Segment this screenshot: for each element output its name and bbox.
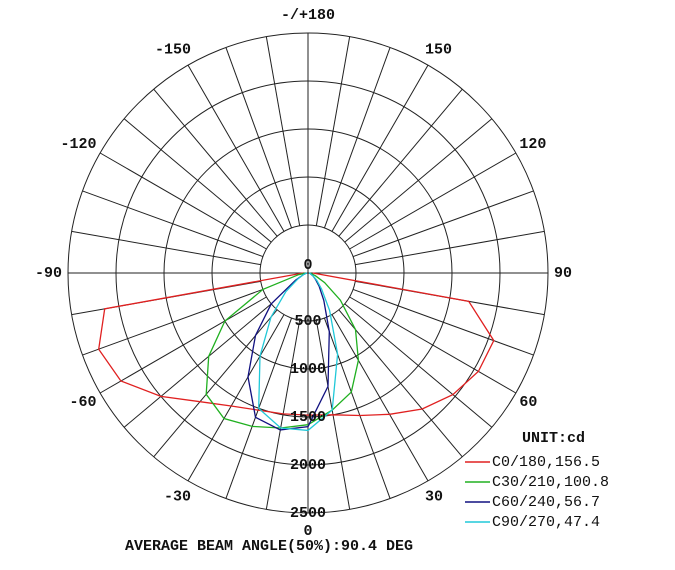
r-tick-label: 1000 [290, 361, 326, 378]
unit-label: UNIT:cd [522, 430, 585, 447]
r-tick-label: 2000 [290, 457, 326, 474]
legend-label: C0/180,156.5 [492, 454, 600, 471]
grid-spoke [323, 317, 391, 499]
grid-spoke [344, 118, 493, 243]
angle-tick-label: -150 [155, 42, 191, 59]
grid-spoke [315, 36, 351, 226]
grid-spoke [82, 288, 264, 356]
grid-spoke [352, 190, 534, 258]
angle-tick-label: 90 [554, 265, 572, 282]
curve [98, 272, 495, 417]
legend-label: C30/210,100.8 [492, 474, 609, 491]
angle-tick-label: 120 [519, 136, 546, 153]
angle-tick-label: -60 [70, 394, 97, 411]
grid-spoke [153, 88, 278, 237]
r-tick-label: 2500 [290, 505, 326, 522]
grid-spoke [123, 118, 272, 243]
angle-tick-label: 30 [425, 488, 443, 505]
curves [98, 272, 495, 432]
angle-tick-label: -120 [61, 136, 97, 153]
angle-spoke [187, 314, 285, 482]
grid-spoke [323, 47, 391, 229]
angle-tick-label: 60 [519, 394, 537, 411]
angle-tick-label: -30 [164, 488, 191, 505]
angle-spoke [331, 314, 429, 482]
angle-spoke [187, 64, 285, 232]
grid-spoke [338, 88, 463, 237]
legend-label: C90/270,47.4 [492, 514, 600, 531]
angle-tick-label: -90 [35, 265, 62, 282]
grid-spoke [344, 303, 493, 428]
r-tick-label: 1500 [290, 409, 326, 426]
angle-tick-label: -/+180 [281, 7, 335, 24]
angle-tick-label: 150 [425, 42, 452, 59]
grid-spoke [355, 230, 545, 266]
grid-spoke [123, 303, 272, 428]
annotation: AVERAGE BEAM ANGLE(50%):90.4 DEG [125, 538, 413, 555]
grid-spoke [338, 309, 463, 458]
angle-spoke [99, 152, 267, 250]
angle-spoke [99, 296, 267, 394]
angle-spoke [331, 64, 429, 232]
curve [205, 272, 360, 429]
angle-spoke [349, 152, 517, 250]
grid-spoke [352, 288, 534, 356]
legend-label: C60/240,56.7 [492, 494, 600, 511]
grid-spoke [265, 36, 301, 226]
grid-spoke [71, 230, 261, 266]
grid-spoke [82, 190, 264, 258]
angle-spoke [349, 296, 517, 394]
grid-spoke [265, 320, 301, 510]
curve [258, 272, 339, 432]
r-tick-label: 0 [303, 257, 312, 274]
grid-spoke [153, 309, 278, 458]
r-tick-label: 500 [294, 313, 321, 330]
grid-spoke [225, 47, 293, 229]
angle-tick-label: 0 [303, 523, 312, 540]
curve [247, 272, 330, 431]
